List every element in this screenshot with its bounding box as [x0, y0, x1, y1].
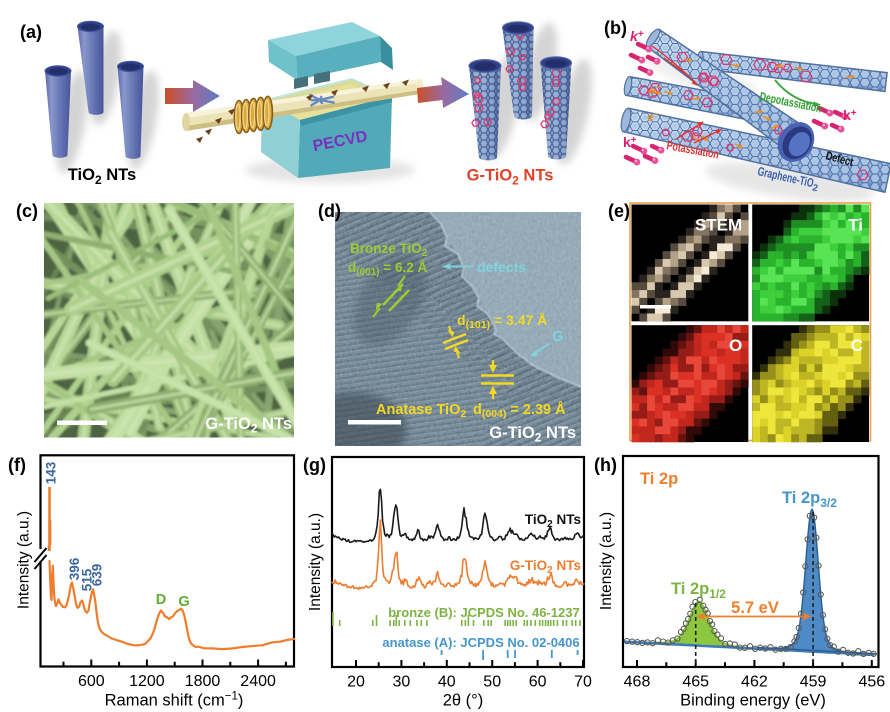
svg-text:20: 20	[347, 674, 365, 691]
svg-text:Bronze TiO2: Bronze TiO2	[350, 241, 428, 259]
svg-text:50: 50	[483, 674, 501, 691]
svg-text:bronze (B): JCPDS No. 46-1237: bronze (B): JCPDS No. 46-1237	[388, 605, 579, 620]
svg-text:G: G	[552, 328, 564, 345]
svg-text:5.7 eV: 5.7 eV	[731, 599, 779, 617]
svg-text:456: 456	[858, 674, 885, 691]
svg-text:Intensity (a.u.): Intensity (a.u.)	[16, 511, 33, 609]
svg-text:30: 30	[393, 674, 411, 691]
svg-text:(a): (a)	[20, 22, 42, 42]
svg-text:(d): (d)	[318, 201, 341, 221]
svg-text:O: O	[729, 336, 742, 355]
svg-text:515: 515	[80, 568, 95, 591]
svg-text:70: 70	[574, 674, 592, 691]
svg-text:(e): (e)	[608, 201, 630, 221]
svg-text:639: 639	[90, 564, 105, 587]
svg-text:G-TiO2 NTs: G-TiO2 NTs	[510, 558, 581, 576]
svg-text:Anatase TiO2: Anatase TiO2	[376, 402, 466, 420]
svg-text:Intensity (a.u.): Intensity (a.u.)	[598, 512, 615, 610]
svg-text:462: 462	[741, 674, 768, 691]
svg-text:Ti 2p: Ti 2p	[640, 470, 678, 488]
svg-text:(h): (h)	[594, 455, 617, 475]
svg-text:Raman shift (cm−1): Raman shift (cm−1)	[105, 691, 244, 710]
svg-text:G: G	[178, 594, 189, 610]
svg-text:STEM: STEM	[695, 216, 742, 235]
svg-text:143: 143	[44, 461, 59, 484]
svg-text:anatase (A): JCPDS No. 02-0406: anatase (A): JCPDS No. 02-0406	[382, 635, 579, 650]
svg-text:G-TiO2 NTs: G-TiO2 NTs	[205, 415, 292, 436]
svg-text:(b): (b)	[604, 18, 627, 38]
svg-text:2400: 2400	[240, 673, 276, 690]
svg-text:G-TiO2 NTs: G-TiO2 NTs	[489, 424, 576, 445]
svg-text:(c): (c)	[16, 201, 38, 221]
svg-text:465: 465	[682, 674, 709, 691]
svg-text:(g): (g)	[303, 455, 326, 475]
svg-text:C: C	[851, 336, 863, 355]
svg-text:TiO2 NTs: TiO2 NTs	[525, 512, 581, 530]
svg-text:396: 396	[67, 557, 82, 580]
svg-text:e−: e−	[649, 82, 661, 97]
svg-text:Ti: Ti	[848, 216, 863, 235]
svg-text:40: 40	[438, 674, 456, 691]
svg-text:e−: e−	[647, 109, 659, 124]
svg-text:468: 468	[624, 674, 651, 691]
svg-text:D: D	[156, 592, 166, 608]
svg-text:2θ (°): 2θ (°)	[443, 692, 484, 710]
svg-text:600: 600	[78, 673, 105, 690]
svg-text:Binding energy (eV): Binding energy (eV)	[680, 692, 826, 710]
svg-text:60: 60	[529, 674, 547, 691]
svg-text:G-TiO2 NTs: G-TiO2 NTs	[467, 167, 554, 188]
svg-text:Intensity (a.u.): Intensity (a.u.)	[307, 513, 324, 611]
svg-text:1800: 1800	[185, 673, 221, 690]
svg-text:459: 459	[800, 674, 827, 691]
svg-text:(f): (f)	[8, 455, 26, 475]
svg-text:TiO2 NTs: TiO2 NTs	[68, 166, 136, 187]
svg-text:defects: defects	[477, 259, 526, 275]
svg-text:1200: 1200	[129, 673, 165, 690]
